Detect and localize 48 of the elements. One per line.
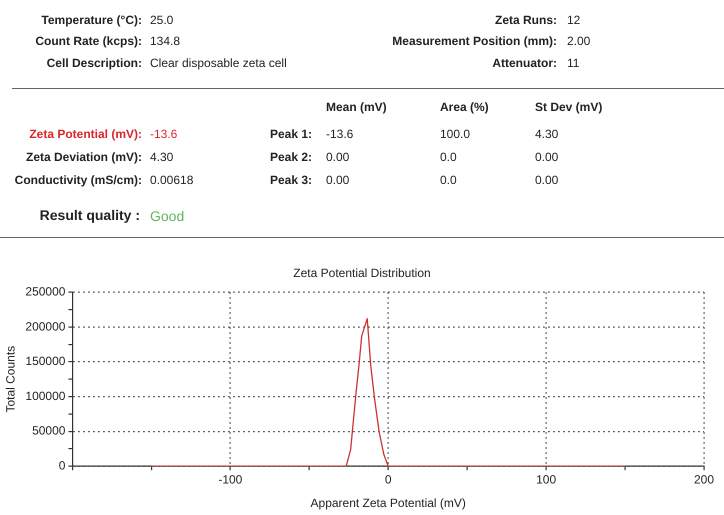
text: Cell Description: — [46, 56, 142, 70]
text: -13.6 — [150, 127, 178, 141]
text: Mean (mV) — [326, 100, 387, 114]
y-tick-label: 150000 — [25, 354, 66, 368]
text: 100.0 — [440, 127, 470, 141]
y-tick-label: 100000 — [25, 388, 66, 403]
y-tick-label: 0 — [58, 458, 66, 473]
text: 0.00 — [326, 173, 350, 187]
text: Peak 2: — [270, 150, 312, 164]
x-tick-label: 0 — [384, 472, 392, 487]
text: 25.0 — [150, 13, 174, 27]
text: 4.30 — [535, 127, 558, 141]
text: 0.00618 — [150, 173, 194, 187]
text: St Dev (mV) — [535, 100, 602, 114]
chart-title: Zeta Potential Distribution — [292, 266, 432, 280]
text: Zeta Runs: — [494, 13, 557, 27]
text: 2.00 — [567, 34, 590, 48]
x-tick-label: 100 — [536, 472, 556, 487]
text: Attenuator: — [492, 56, 557, 70]
text: Measurement Position (mm): — [392, 34, 557, 48]
y-tick-label: 250000 — [25, 284, 66, 299]
text: 11 — [567, 56, 580, 70]
text: Good — [150, 207, 184, 225]
text: Area (%) — [440, 100, 489, 114]
text: 4.30 — [150, 150, 174, 164]
text: 0.00 — [326, 150, 350, 164]
text: Peak 1: — [270, 127, 312, 141]
text: 0.0 — [440, 150, 457, 164]
x-axis-title: Apparent Zeta Potential (mV) — [310, 496, 466, 510]
text: 0.00 — [535, 150, 558, 164]
text: 12 — [567, 13, 580, 27]
text: Peak 3: — [270, 173, 312, 187]
y-tick-label: 50000 — [32, 424, 66, 438]
text: Zeta Deviation (mV): — [26, 150, 142, 164]
text: 134.8 — [150, 34, 180, 48]
text: 0.00 — [535, 173, 558, 187]
x-tick-label: 200 — [694, 472, 714, 487]
text: -13.6 — [326, 127, 354, 141]
y-axis-title: Total Counts — [4, 346, 18, 413]
text: Temperature (°C): — [41, 13, 142, 27]
text: 0.0 — [440, 173, 457, 187]
text: Clear disposable zeta cell — [150, 56, 287, 70]
x-tick-label: -100 — [218, 472, 243, 487]
text: Count Rate (kcps): — [35, 34, 142, 48]
text: Result quality : — [40, 206, 140, 224]
text: Conductivity (mS/cm): — [14, 173, 142, 187]
y-tick-label: 200000 — [25, 319, 66, 334]
text: Zeta Potential (mV): — [29, 127, 142, 141]
